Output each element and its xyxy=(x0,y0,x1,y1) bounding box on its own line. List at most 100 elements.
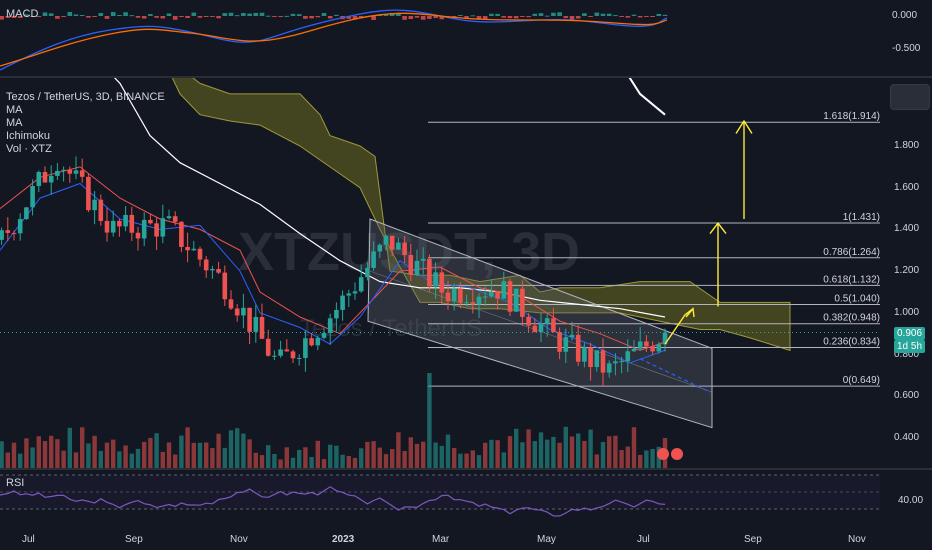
volume-bar xyxy=(501,452,506,468)
rsi-axis-label: 40.00 xyxy=(898,495,924,506)
candle-body xyxy=(179,221,184,247)
time-axis[interactable]: Jul Sep Nov 2023 Mar May Jul Sep Nov xyxy=(0,530,880,550)
symbol-title[interactable]: Tezos / TetherUS, 3D, BINANCE xyxy=(6,91,165,103)
macd-histogram-bar xyxy=(210,16,215,17)
candle-body xyxy=(637,341,643,349)
candle-body xyxy=(476,296,482,305)
macd-histogram-bar xyxy=(631,14,637,16)
pane-separator[interactable] xyxy=(0,76,932,78)
candle-body xyxy=(5,230,11,233)
candle-body xyxy=(563,337,569,352)
macd-histogram-bar xyxy=(396,12,401,16)
volume-bar xyxy=(588,429,593,468)
rsi-pane[interactable]: RSI xyxy=(0,470,880,530)
indicator-volume[interactable]: Vol · XTZ xyxy=(6,143,52,155)
macd-histogram-bar xyxy=(222,13,228,16)
indicator-ma-1[interactable]: MA xyxy=(6,104,23,116)
price-axis[interactable]: 0.000 -0.500 1.800 1.600 1.400 1.200 1.000 0.… xyxy=(880,0,932,550)
candle-body xyxy=(501,281,507,299)
price-axis-label: 0.800 xyxy=(894,348,920,360)
candle-body xyxy=(383,235,389,245)
volume-bar xyxy=(11,442,17,468)
volume-bar xyxy=(439,445,444,468)
candle-body xyxy=(582,347,587,362)
macd-histogram-bar xyxy=(154,16,159,18)
macd-axis-label: -0.500 xyxy=(892,43,921,54)
volume-bar xyxy=(607,436,612,468)
candle-body xyxy=(160,218,166,237)
candle-body xyxy=(61,169,66,171)
candle-body xyxy=(377,244,383,252)
macd-histogram-bar xyxy=(272,16,277,17)
macd-pane[interactable]: MACD xyxy=(0,0,880,78)
candle-body xyxy=(451,288,457,302)
volume-bar xyxy=(30,447,35,468)
volume-bar xyxy=(458,453,463,468)
macd-histogram-bar xyxy=(551,12,556,16)
candle-body xyxy=(538,323,544,333)
time-axis-label: Mar xyxy=(432,534,450,545)
candle-body xyxy=(48,175,54,183)
candle-body xyxy=(594,350,600,368)
auto-scale-button[interactable] xyxy=(890,84,930,110)
volume-bar xyxy=(489,439,494,468)
candle-body xyxy=(210,269,215,271)
candle-body xyxy=(222,272,228,300)
candle-body xyxy=(551,318,556,333)
macd-histogram-bar xyxy=(123,12,128,16)
volume-bar xyxy=(340,454,345,468)
candle-body xyxy=(42,172,48,183)
macd-histogram-bar xyxy=(234,15,240,17)
macd-histogram-bar xyxy=(98,12,104,16)
macd-histogram-bar xyxy=(662,14,668,16)
candle-body xyxy=(458,288,463,303)
macd-histogram-bar xyxy=(433,16,438,18)
candle-body xyxy=(0,230,4,240)
volume-bar xyxy=(222,447,227,468)
candle-body xyxy=(104,220,110,233)
macd-title: MACD xyxy=(6,8,39,20)
volume-bar xyxy=(359,448,364,468)
volume-bar xyxy=(365,441,370,468)
candle-body xyxy=(613,361,618,364)
macd-histogram-bar xyxy=(414,16,420,18)
macd-histogram-bar xyxy=(303,16,308,19)
macd-histogram-bar xyxy=(532,13,538,16)
volume-bar xyxy=(266,445,271,468)
volume-bar xyxy=(557,442,562,468)
macd-histogram-bar xyxy=(569,16,575,20)
macd-histogram-bar xyxy=(284,15,290,17)
macd-histogram-bar xyxy=(575,16,581,19)
macd-histogram-bar xyxy=(637,16,643,18)
macd-histogram-bar xyxy=(526,16,531,18)
indicator-ma-2[interactable]: MA xyxy=(6,117,23,129)
candle-body xyxy=(445,292,451,302)
candle-body xyxy=(154,223,159,237)
candle-body xyxy=(557,332,562,352)
volume-bar xyxy=(142,441,147,468)
candle-body xyxy=(427,258,432,287)
pane-separator[interactable] xyxy=(0,468,932,470)
volume-bar xyxy=(476,455,482,468)
macd-histogram-bar xyxy=(625,16,631,18)
fib-level-label: 0.236(0.834) xyxy=(823,336,880,347)
macd-histogram-bar xyxy=(259,12,265,16)
chart-legend: Tezos / TetherUS, 3D, BINANCE MA MA Ichi… xyxy=(6,91,165,156)
macd-histogram-bar xyxy=(371,16,376,20)
candle-body xyxy=(433,272,438,287)
main-chart-pane[interactable]: XTZUSDT, 3D Tezos / TetherUS 1.618(1.914) 1… xyxy=(0,78,880,468)
macd-histogram-bar xyxy=(613,15,618,17)
macd-histogram-bar xyxy=(48,13,54,16)
time-axis-label: May xyxy=(537,534,556,545)
macd-histogram-bar xyxy=(513,16,519,19)
volume-bar xyxy=(545,439,550,468)
volume-bar xyxy=(253,452,258,468)
candle-body xyxy=(588,347,593,368)
volume-bar xyxy=(86,443,91,468)
indicator-ichimoku[interactable]: Ichimoku xyxy=(6,130,51,142)
candle-body xyxy=(17,219,23,234)
candle-body xyxy=(513,288,519,312)
volume-bar xyxy=(383,454,389,468)
macd-histogram-bar xyxy=(501,16,507,18)
candle-body xyxy=(532,325,538,333)
